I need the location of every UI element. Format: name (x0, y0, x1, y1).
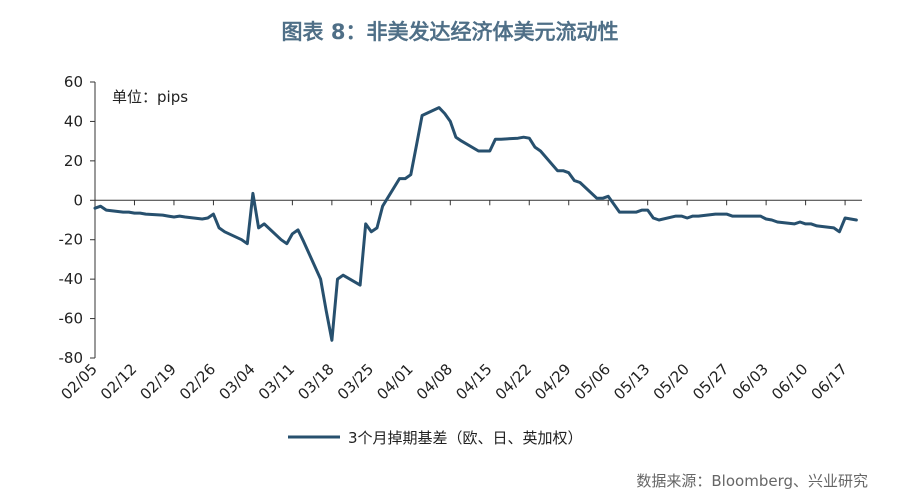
y-tick-label: 0 (73, 191, 83, 209)
unit-label: 单位：pips (112, 88, 188, 106)
y-tick-label: 40 (64, 112, 83, 130)
legend: 3个月掉期基差（欧、日、英加权） (288, 429, 583, 447)
x-tick-label: 03/25 (334, 360, 377, 403)
y-tick-label: -60 (59, 310, 84, 328)
x-tick-label: 03/04 (215, 360, 258, 403)
x-tick-label: 05/27 (689, 360, 732, 403)
y-axis: 60 40 20 0 -20 -40 -60 -80 (59, 73, 96, 367)
plot-area (93, 106, 858, 342)
x-axis: 02/0502/1202/1902/2603/0403/1103/1803/25… (58, 199, 862, 403)
x-tick-label: 05/06 (571, 360, 614, 403)
x-tick-label: 02/19 (136, 360, 179, 403)
y-tick-label: 60 (64, 73, 83, 91)
x-tick-label: 04/22 (492, 360, 535, 403)
x-tick-label: 05/20 (650, 360, 693, 403)
y-tick-label: -20 (59, 231, 84, 249)
x-tick-label: 06/10 (768, 360, 811, 403)
x-tick-label: 06/03 (729, 360, 772, 403)
x-tick-label: 06/17 (808, 360, 851, 403)
source-note: 数据来源：Bloomberg、兴业研究 (636, 472, 868, 490)
y-tick-label: -40 (59, 270, 84, 288)
x-tick-label: 03/18 (294, 360, 337, 403)
legend-label: 3个月掉期基差（欧、日、英加权） (348, 429, 583, 447)
series-line (93, 106, 858, 342)
y-tick-label: -80 (59, 349, 84, 367)
x-tick-label: 04/08 (413, 360, 456, 403)
x-tick-label: 03/11 (255, 360, 298, 403)
x-tick-label: 04/15 (452, 360, 495, 403)
x-tick-label: 02/12 (97, 360, 140, 403)
x-tick-label: 04/29 (531, 360, 574, 403)
x-tick-label: 05/13 (610, 360, 653, 403)
x-tick-label: 04/01 (373, 360, 416, 403)
x-tick-label: 02/26 (176, 360, 219, 403)
chart-title: 图表 8：非美发达经济体美元流动性 (281, 20, 619, 44)
y-tick-label: 20 (64, 152, 83, 170)
